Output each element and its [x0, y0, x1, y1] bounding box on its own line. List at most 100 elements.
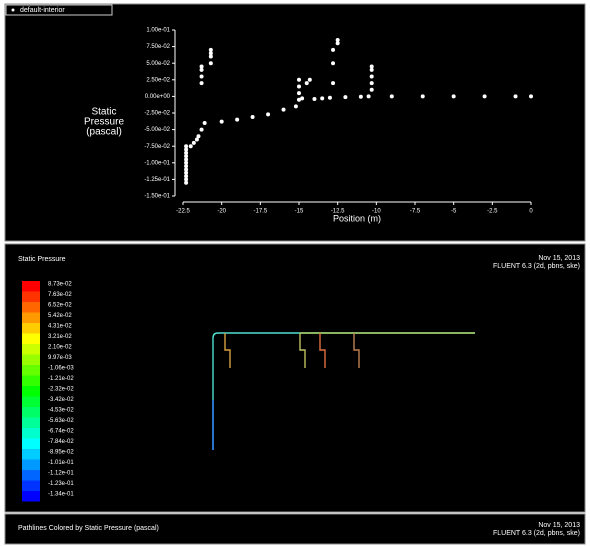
data-point: [235, 118, 239, 122]
colorbar-cell: [22, 355, 40, 366]
colorbar-cell: [22, 365, 40, 376]
colorbar-cell: [22, 376, 40, 387]
data-point: [359, 95, 363, 99]
colorbar-label: -4.53e-02: [48, 408, 74, 414]
data-point: [328, 96, 332, 100]
data-point: [297, 84, 301, 88]
colorbar-cell: [22, 302, 40, 313]
colorbar-cell: [22, 418, 40, 429]
data-point: [294, 104, 298, 108]
data-point: [300, 96, 304, 100]
data-point: [331, 61, 335, 65]
y-tick-label: -2.50e-02: [144, 111, 170, 117]
data-point: [220, 120, 224, 124]
colorbar-cell: [22, 439, 40, 450]
data-point: [370, 74, 374, 78]
x-tick-label: -22.5: [176, 209, 190, 215]
data-point: [209, 61, 213, 65]
data-point: [320, 96, 324, 100]
colorbar-cell: [22, 281, 40, 292]
y-tick-label: 7.50e-02: [146, 44, 170, 50]
data-point: [192, 141, 196, 145]
colorbar-label: 3.21e-02: [48, 334, 72, 340]
legend-label: default-interior: [20, 7, 65, 14]
data-point: [308, 78, 312, 82]
data-point: [331, 81, 335, 85]
contour-solver: FLUENT 6.3 (2d, pbns, ske): [493, 263, 580, 270]
data-point: [266, 112, 270, 116]
contour-panel: [5, 244, 585, 512]
contour-title: Static Pressure: [18, 256, 66, 263]
colorbar-label: -1.23e-01: [48, 481, 74, 487]
x-tick-label: -20: [217, 209, 226, 215]
fluent-window: default-interior Static Pressure (pascal…: [0, 0, 590, 546]
data-point: [370, 65, 374, 69]
data-point: [452, 94, 456, 98]
colorbar-label: -7.84e-02: [48, 439, 74, 445]
colorbar-cell: [22, 407, 40, 418]
colorbar-label: -5.63e-02: [48, 418, 74, 424]
colorbar-label: -6.74e-02: [48, 429, 74, 435]
data-point: [483, 94, 487, 98]
colorbar-cell: [22, 313, 40, 324]
y-axis-label: (pascal): [86, 127, 122, 138]
y-tick-label: 2.50e-02: [146, 77, 170, 83]
y-tick-label: -7.50e-02: [144, 144, 170, 150]
colorbar-cell: [22, 449, 40, 460]
colorbar-label: -1.12e-01: [48, 471, 74, 477]
data-point: [282, 108, 286, 112]
legend-symbol: [12, 9, 15, 12]
data-point: [203, 121, 207, 125]
data-point: [370, 88, 374, 92]
x-tick-label: -5: [451, 209, 457, 215]
colorbar-cell: [22, 481, 40, 492]
y-tick-label: 0.00e+00: [145, 94, 171, 100]
data-point: [529, 94, 533, 98]
colorbar-label: -1.34e-01: [48, 492, 74, 498]
data-point: [200, 81, 204, 85]
footer-solver: FLUENT 6.3 (2d, pbns, ske): [493, 530, 580, 537]
y-tick-label: 5.00e-02: [146, 61, 170, 67]
data-point: [514, 94, 518, 98]
data-point: [251, 115, 255, 119]
colorbar-label: 8.73e-02: [48, 282, 72, 288]
colorbar-cell: [22, 397, 40, 408]
y-tick-label: -1.25e-01: [144, 177, 170, 183]
footer-caption: Pathlines Colored by Static Pressure (pa…: [18, 525, 159, 532]
colorbar-cell: [22, 386, 40, 397]
colorbar-label: 5.42e-02: [48, 313, 72, 319]
data-point: [305, 81, 309, 85]
data-point: [196, 134, 200, 138]
colorbar-label: -3.42e-02: [48, 397, 74, 403]
colorbar-cell: [22, 491, 40, 502]
footer-date: Nov 15, 2013: [538, 522, 580, 529]
contour-date: Nov 15, 2013: [538, 255, 580, 262]
colorbar-cell: [22, 323, 40, 334]
data-point: [184, 144, 188, 148]
data-point: [370, 81, 374, 85]
y-tick-label: -1.00e-01: [144, 160, 170, 166]
colorbar-label: 4.31e-02: [48, 324, 72, 330]
data-point: [189, 144, 193, 148]
colorbar-label: -1.01e-01: [48, 460, 74, 466]
data-point: [367, 94, 371, 98]
x-tick-label: -10: [372, 209, 381, 215]
colorbar-label: 2.10e-02: [48, 345, 72, 351]
colorbar-cell: [22, 460, 40, 471]
colorbar-cell: [22, 344, 40, 355]
y-tick-label: -1.50e-01: [144, 194, 170, 200]
colorbar-label: -8.95e-02: [48, 450, 74, 456]
data-point: [297, 78, 301, 82]
data-point: [336, 38, 340, 42]
y-tick-label: -5.00e-02: [144, 127, 170, 133]
data-point: [312, 97, 316, 101]
colorbar-label: -1.21e-02: [48, 376, 74, 382]
data-point: [343, 95, 347, 99]
y-tick-label: 1.00e-01: [146, 28, 170, 34]
x-tick-label: -7.5: [410, 209, 421, 215]
colorbar-label: 9.97e-03: [48, 355, 72, 361]
data-point: [331, 48, 335, 52]
colorbar-label: -2.32e-02: [48, 387, 74, 393]
colorbar-label: 7.63e-02: [48, 292, 72, 298]
data-point: [200, 74, 204, 78]
